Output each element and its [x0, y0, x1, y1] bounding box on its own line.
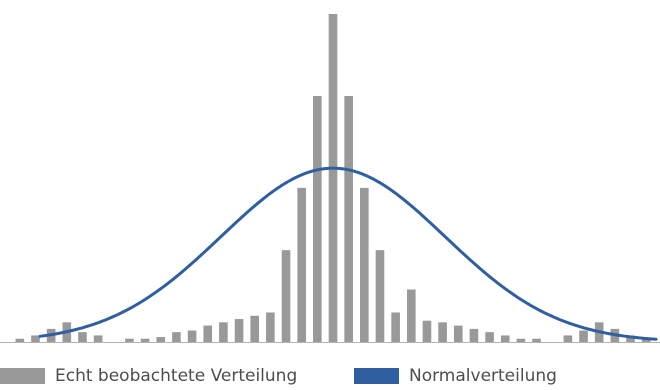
bar-30 [485, 332, 494, 342]
legend-swatch-observed [0, 368, 45, 384]
chart [0, 14, 660, 343]
bar-36 [579, 330, 588, 342]
bar-35 [563, 335, 573, 342]
bar-25 [406, 289, 416, 342]
bar-14 [234, 319, 244, 342]
legend-swatch-normal [354, 368, 399, 384]
legend-label-normal: Normalverteilung [409, 366, 557, 386]
bar-40 [641, 338, 651, 342]
bar-10 [172, 332, 181, 342]
bar-12 [203, 325, 213, 342]
bar-39 [626, 335, 635, 342]
bar-8 [140, 338, 150, 342]
bar-31 [500, 335, 510, 342]
legend: Echt beobachtete Verteilung Normalvertei… [0, 362, 660, 390]
bar-16 [266, 312, 275, 342]
bar-27 [438, 322, 447, 342]
bar-4 [78, 332, 87, 342]
bars-group [15, 14, 651, 342]
bar-18 [297, 187, 306, 342]
bar-28 [453, 325, 463, 342]
bar-11 [187, 330, 197, 342]
bar-23 [375, 250, 385, 342]
bar-0 [15, 338, 25, 342]
legend-item-normal: Normalverteilung [354, 362, 557, 390]
bar-5 [93, 335, 103, 342]
bar-29 [469, 328, 479, 342]
bar-7 [125, 338, 134, 342]
bar-19 [313, 96, 322, 342]
legend-item-observed: Echt beobachtete Verteilung [0, 362, 297, 390]
normal-distribution-curve [38, 166, 658, 341]
bar-26 [422, 320, 432, 342]
bar-20 [328, 14, 338, 342]
bar-9 [156, 337, 166, 342]
bar-1 [31, 335, 40, 342]
bar-17 [281, 250, 291, 342]
bar-33 [532, 338, 541, 342]
bar-15 [250, 315, 260, 342]
bar-24 [391, 312, 400, 342]
bar-21 [344, 96, 353, 342]
legend-label-observed: Echt beobachtete Verteilung [55, 366, 298, 386]
bar-13 [219, 322, 228, 342]
bar-22 [360, 187, 369, 342]
bar-32 [516, 338, 526, 342]
